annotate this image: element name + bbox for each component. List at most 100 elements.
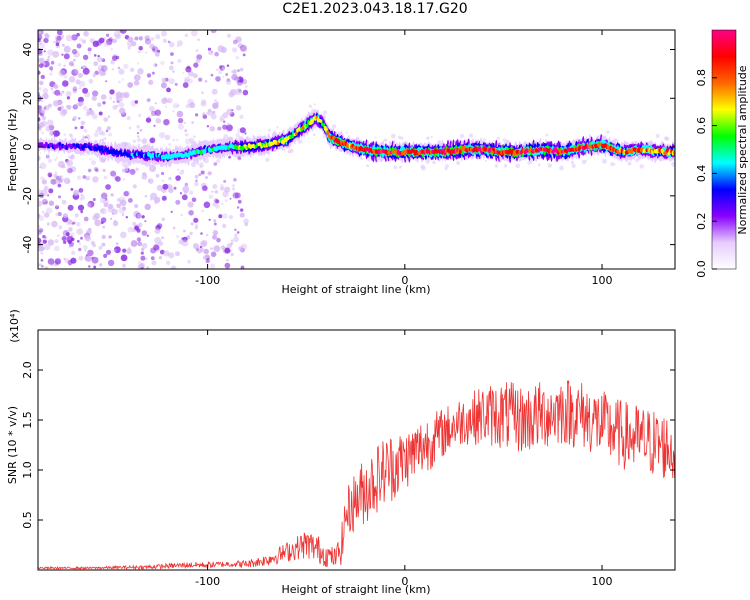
noise-speck (168, 252, 175, 259)
noise-speck (225, 73, 229, 76)
noise-speck (149, 137, 156, 144)
noise-speck (137, 68, 144, 75)
noise-speck (313, 103, 316, 106)
noise-speck (177, 123, 184, 130)
noise-speck (47, 49, 54, 56)
noise-speck (213, 219, 217, 223)
noise-speck (40, 251, 44, 255)
noise-speck (110, 59, 115, 65)
noise-speck (237, 69, 240, 72)
noise-speck (187, 201, 194, 208)
noise-speck (72, 58, 76, 62)
noise-speck (180, 213, 183, 217)
noise-speck (207, 171, 212, 176)
noise-speck (210, 30, 217, 34)
noise-speck (322, 110, 328, 115)
noise-speck (613, 163, 616, 166)
noise-speck (239, 127, 246, 134)
noise-speck (122, 263, 126, 268)
noise-speck (366, 164, 369, 168)
noise-speck (164, 134, 171, 141)
noise-speck (68, 227, 73, 232)
noise-speck (212, 184, 218, 190)
noise-speck (108, 132, 112, 137)
noise-speck (109, 96, 113, 100)
noise-speck (195, 49, 199, 52)
noise-speck (103, 117, 109, 122)
x-tick-label: 0 (401, 274, 408, 287)
noise-speck (49, 66, 54, 71)
snr-series-line (38, 380, 675, 570)
noise-speck (107, 259, 115, 267)
noise-speck (47, 258, 55, 265)
noise-speck (137, 135, 140, 138)
noise-speck (236, 105, 242, 111)
noise-speck (226, 129, 229, 133)
noise-speck (460, 133, 465, 139)
noise-speck (199, 164, 203, 169)
noise-speck (367, 158, 371, 162)
noise-speck (57, 106, 62, 111)
noise-speck (50, 69, 53, 72)
noise-speck (61, 90, 65, 94)
noise-speck (222, 124, 228, 130)
noise-speck (233, 236, 239, 243)
noise-speck (150, 256, 155, 261)
noise-speck (83, 216, 89, 222)
noise-speck (215, 76, 221, 82)
noise-speck (203, 201, 211, 209)
noise-speck (233, 178, 237, 182)
noise-speck (545, 133, 549, 137)
noise-speck (232, 187, 235, 191)
noise-speck (216, 68, 219, 72)
noise-speck (94, 70, 99, 76)
noise-speck (88, 265, 91, 268)
noise-speck (61, 53, 64, 56)
noise-speck (71, 48, 78, 55)
noise-speck (87, 249, 94, 257)
noise-speck (98, 130, 104, 136)
snr-panel: -100 0 100 0.5 1.0 1.5 2.0 Height of straight… (6, 309, 676, 596)
noise-speck (76, 43, 82, 49)
noise-speck (398, 165, 403, 169)
noise-speck (52, 40, 56, 44)
noise-speck (106, 126, 111, 131)
noise-speck (169, 42, 175, 48)
noise-speck (54, 89, 61, 96)
noise-speck (40, 258, 44, 262)
noise-speck (96, 56, 103, 63)
noise-speck (177, 104, 180, 107)
noise-speck (571, 163, 576, 169)
noise-speck (547, 163, 552, 168)
noise-speck (232, 39, 238, 45)
noise-speck (153, 124, 156, 127)
noise-speck (194, 181, 199, 187)
noise-speck (92, 90, 99, 97)
noise-speck (40, 176, 45, 181)
noise-speck (71, 250, 76, 255)
noise-speck (70, 188, 74, 191)
noise-speck (138, 36, 143, 41)
noise-speck (61, 199, 67, 205)
noise-speck (131, 41, 137, 47)
noise-speck (40, 108, 46, 114)
noise-speck (113, 219, 117, 223)
noise-speck (118, 101, 125, 108)
noise-speck (537, 163, 541, 167)
noise-speck (195, 248, 199, 252)
noise-speck (100, 209, 105, 213)
noise-speck (150, 37, 155, 41)
noise-speck (121, 206, 127, 211)
noise-speck (65, 34, 73, 42)
noise-speck (211, 190, 214, 193)
noise-speck (237, 156, 242, 161)
noise-speck (118, 207, 126, 214)
noise-speck (161, 30, 167, 37)
noise-speck (136, 213, 141, 218)
noise-speck (121, 213, 125, 216)
noise-speck (215, 204, 220, 209)
noise-speck (103, 42, 109, 48)
noise-speck (212, 234, 217, 240)
noise-speck (627, 161, 632, 166)
noise-speck (103, 202, 108, 208)
